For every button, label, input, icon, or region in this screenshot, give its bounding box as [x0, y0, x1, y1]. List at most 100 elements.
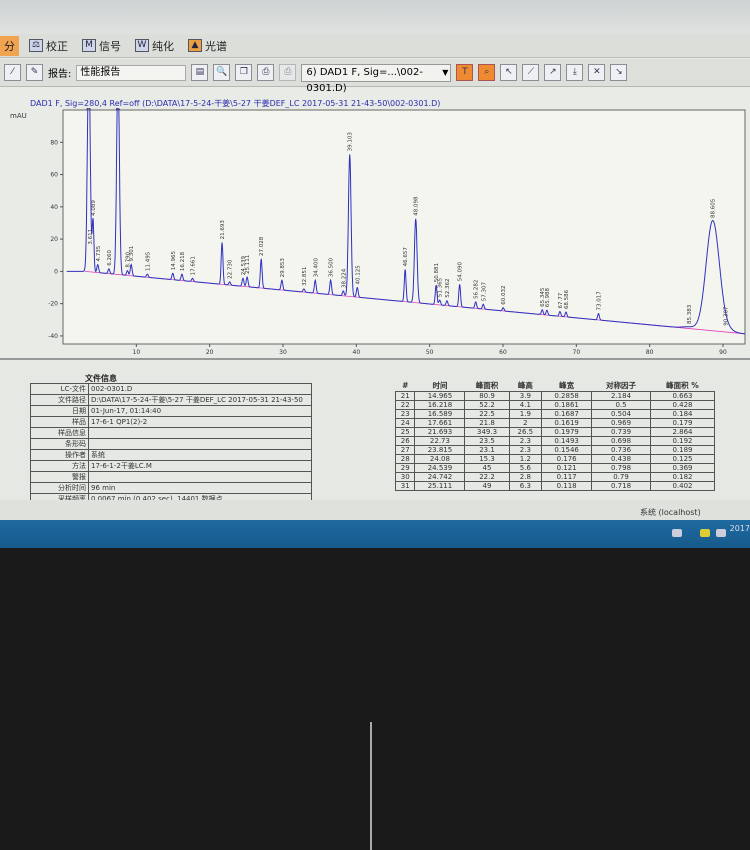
y-tick-label: -20: [48, 301, 58, 308]
file-info-title: 文件信息: [85, 374, 117, 383]
peak-label: 54.090: [458, 261, 464, 281]
column-header[interactable]: 时间: [432, 381, 448, 390]
signal-select[interactable]: 6) DAD1 F, Sig=...\002-0301.D) ▼: [301, 63, 452, 94]
print-icon[interactable]: ⎙: [257, 64, 275, 81]
table-cell: 22.5: [464, 409, 510, 419]
table-cell: 0.663: [649, 391, 716, 401]
tab-purify[interactable]: W 纯化: [131, 36, 178, 56]
tool-icon[interactable]: T: [456, 64, 474, 81]
table-cell: 0.798: [591, 463, 651, 473]
table-cell: 0.736: [591, 445, 651, 455]
tab-analysis[interactable]: 分: [0, 35, 19, 56]
peak-label: 65.345: [540, 287, 546, 307]
window-top: [0, 0, 750, 34]
tray-icon[interactable]: [672, 529, 682, 537]
report-label: 报告:: [48, 69, 72, 80]
table-cell: 0.5: [591, 400, 651, 410]
table-row[interactable]: 28 24.08 15.3 1.2 0.176 0.438 0.125: [394, 454, 716, 464]
peak-label: 67.77: [558, 292, 564, 308]
table-row[interactable]: 29 24.539 45 5.6 0.121 0.798 0.369: [394, 463, 716, 473]
table-cell: 27: [394, 445, 416, 455]
peak-label: 3.611: [88, 229, 94, 245]
peak-label: 17.661: [191, 256, 197, 275]
document-icon[interactable]: ▤: [191, 64, 209, 81]
file-info-key: 警报: [30, 471, 89, 483]
scale-icon: ⚖: [29, 39, 43, 52]
column-header[interactable]: #: [402, 381, 409, 390]
table-cell: 16.218: [414, 400, 466, 410]
table-cell: 0.176: [541, 454, 593, 464]
file-info-row: 日期 01-Jun-17, 01:14:40: [30, 405, 312, 417]
column-header[interactable]: 峰面积 %: [666, 381, 699, 390]
chromatogram[interactable]: mAU -40 -20 0 20 40 60 80 10 20 30 40 50 60 70 80 90 3.49…: [0, 108, 750, 356]
column-header[interactable]: 峰高: [517, 381, 533, 390]
table-cell: 0.79: [591, 472, 651, 482]
peak-label: 40.125: [355, 265, 361, 285]
y-tick-label: 80: [50, 139, 58, 146]
column-header[interactable]: 峰宽: [559, 381, 575, 390]
table-row[interactable]: 25 21.693 349.3 26.5 0.1979 0.739 2.864: [394, 427, 716, 437]
x-tick-label: 10: [133, 349, 141, 356]
table-row[interactable]: 30 24.742 22.2 2.8 0.117 0.79 0.182: [394, 472, 716, 482]
table-cell: 4.1: [508, 400, 543, 410]
preview-icon[interactable]: 🔍: [213, 64, 231, 81]
table-cell: 0.1861: [541, 400, 593, 410]
volume-icon[interactable]: [716, 529, 726, 537]
table-cell: 24.742: [414, 472, 466, 482]
file-info-value: 96 min: [88, 482, 312, 494]
drop-tool-icon[interactable]: ⤓: [566, 64, 584, 81]
table-cell: 0.1979: [541, 427, 593, 437]
peak-label: 73.017: [596, 291, 602, 311]
baseline-tool-icon[interactable]: ⟋: [522, 64, 540, 81]
table-row[interactable]: 21 14.965 80.9 3.9 0.2858 2.184 0.663: [394, 391, 716, 401]
manual-tool-icon[interactable]: ↘: [610, 64, 628, 81]
table-row[interactable]: 23 16.589 22.5 1.9 0.1687 0.504 0.184: [394, 409, 716, 419]
table-cell: 0.192: [649, 436, 716, 446]
panel-divider[interactable]: [370, 722, 372, 850]
x-tick-label: 70: [573, 349, 581, 356]
table-cell: 0.179: [649, 418, 716, 428]
edit-integration-icon[interactable]: ✎: [26, 64, 43, 81]
table-row[interactable]: 27 23.815 23.1 2.3 0.1546 0.736 0.189: [394, 445, 716, 455]
table-cell: 17.661: [414, 418, 466, 428]
table-cell: 28: [394, 454, 416, 464]
table-cell: 2.184: [591, 391, 651, 401]
table-row[interactable]: 31 25.111 49 6.3 0.118 0.718 0.402: [394, 481, 716, 491]
column-header[interactable]: 峰面积: [475, 381, 499, 390]
print-disabled-icon[interactable]: ⎙: [279, 64, 297, 81]
peak-label: 29.853: [280, 258, 286, 278]
integrate-icon[interactable]: ⁄: [4, 64, 21, 81]
peak-label: 46.657: [403, 247, 409, 267]
zoom-icon[interactable]: ⌕: [478, 64, 496, 81]
peak-label: 4.089: [91, 200, 97, 216]
split-tool-icon[interactable]: ↗: [544, 64, 562, 81]
table-row[interactable]: 26 22.73 23.5 2.3 0.1493 0.698 0.192: [394, 436, 716, 446]
file-info-row: 样品 17-6-1 QP1(2)-2: [30, 416, 312, 428]
table-cell: 21.693: [414, 427, 466, 437]
file-info-value: [88, 438, 312, 450]
toolbar: ⁄ ✎ 报告: 性能报告 ▤ 🔍 ❐ ⎙ ⎙ 6) DAD1 F, Sig=..…: [0, 59, 750, 94]
report-template-field[interactable]: 性能报告: [76, 64, 187, 81]
table-cell: 0.739: [591, 427, 651, 437]
table-cell: 0.118: [541, 481, 593, 491]
table-cell: 22.2: [464, 472, 510, 482]
tab-spectrum[interactable]: ▲ 光谱: [184, 36, 231, 56]
file-info-key: 方法: [30, 460, 89, 472]
peak-label: 24.539: [241, 256, 247, 276]
y-tick-label: 0: [54, 268, 58, 275]
column-header[interactable]: 对称因子: [606, 381, 637, 390]
y-tick-label: 20: [50, 236, 58, 243]
tab-calibration[interactable]: ⚖ 校正: [25, 36, 72, 56]
table-cell: 52.2: [464, 400, 510, 410]
file-info-row: 操作者 系统: [30, 449, 312, 461]
copy-icon[interactable]: ❐: [235, 64, 253, 81]
table-row[interactable]: 24 17.661 21.8 2 0.1619 0.969 0.179: [394, 418, 716, 428]
delete-tool-icon[interactable]: ✕: [588, 64, 606, 81]
peak-label: 90.307: [723, 306, 729, 326]
tab-signal[interactable]: M 信号: [78, 36, 125, 56]
peak-label: 16.218: [180, 251, 186, 271]
network-icon[interactable]: [700, 529, 710, 537]
peak-tool-icon[interactable]: ↖: [500, 64, 518, 81]
peak-label: 32.851: [302, 267, 308, 286]
table-row[interactable]: 22 16.218 52.2 4.1 0.1861 0.5 0.428: [394, 400, 716, 410]
